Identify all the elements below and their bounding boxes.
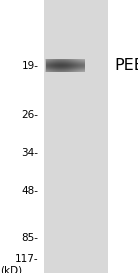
Bar — [61, 60, 62, 72]
Bar — [73, 60, 74, 72]
Bar — [46, 69, 85, 70]
Bar — [46, 63, 85, 64]
Bar — [72, 60, 73, 72]
Bar — [76, 60, 77, 72]
Bar — [84, 60, 85, 72]
Bar — [52, 60, 53, 72]
Bar — [54, 60, 55, 72]
Text: PEBP1: PEBP1 — [115, 58, 138, 73]
Text: 85-: 85- — [22, 233, 39, 242]
Bar — [60, 60, 61, 72]
Bar — [46, 70, 85, 71]
Bar — [46, 65, 85, 66]
Bar — [50, 60, 51, 72]
Bar — [80, 60, 81, 72]
Bar — [46, 71, 85, 72]
Bar — [49, 60, 50, 72]
Text: 19-: 19- — [22, 61, 39, 70]
Bar — [46, 60, 85, 61]
Bar — [58, 60, 59, 72]
Bar — [55, 60, 56, 72]
Text: 34-: 34- — [22, 148, 39, 158]
Bar — [44, 0, 108, 273]
Bar — [46, 61, 85, 62]
Bar — [69, 60, 70, 72]
Bar — [63, 60, 64, 72]
Bar — [66, 60, 67, 72]
Bar — [68, 60, 69, 72]
Text: 26-: 26- — [22, 110, 39, 120]
Bar — [59, 60, 60, 72]
Bar — [77, 60, 78, 72]
Bar — [45, 60, 46, 72]
Bar — [71, 60, 72, 72]
Bar — [81, 60, 82, 72]
Bar — [48, 60, 49, 72]
Bar — [46, 67, 85, 68]
Bar — [46, 60, 47, 72]
Text: (kD): (kD) — [0, 266, 22, 273]
Bar — [74, 60, 75, 72]
Bar — [46, 64, 85, 65]
Bar — [70, 60, 71, 72]
Bar — [46, 66, 85, 67]
Bar — [46, 68, 85, 69]
Bar — [53, 60, 54, 72]
Bar — [78, 60, 79, 72]
Bar — [47, 60, 48, 72]
Text: 48-: 48- — [22, 186, 39, 196]
Bar — [79, 60, 80, 72]
Bar — [51, 60, 52, 72]
Bar — [57, 60, 58, 72]
Bar — [62, 60, 63, 72]
Bar — [64, 60, 65, 72]
Bar — [46, 59, 85, 60]
Bar — [56, 60, 57, 72]
Bar — [46, 62, 85, 63]
Bar — [65, 60, 66, 72]
Text: 117-: 117- — [15, 254, 39, 264]
Bar — [75, 60, 76, 72]
Bar — [67, 60, 68, 72]
Bar — [82, 60, 83, 72]
Bar — [83, 60, 84, 72]
